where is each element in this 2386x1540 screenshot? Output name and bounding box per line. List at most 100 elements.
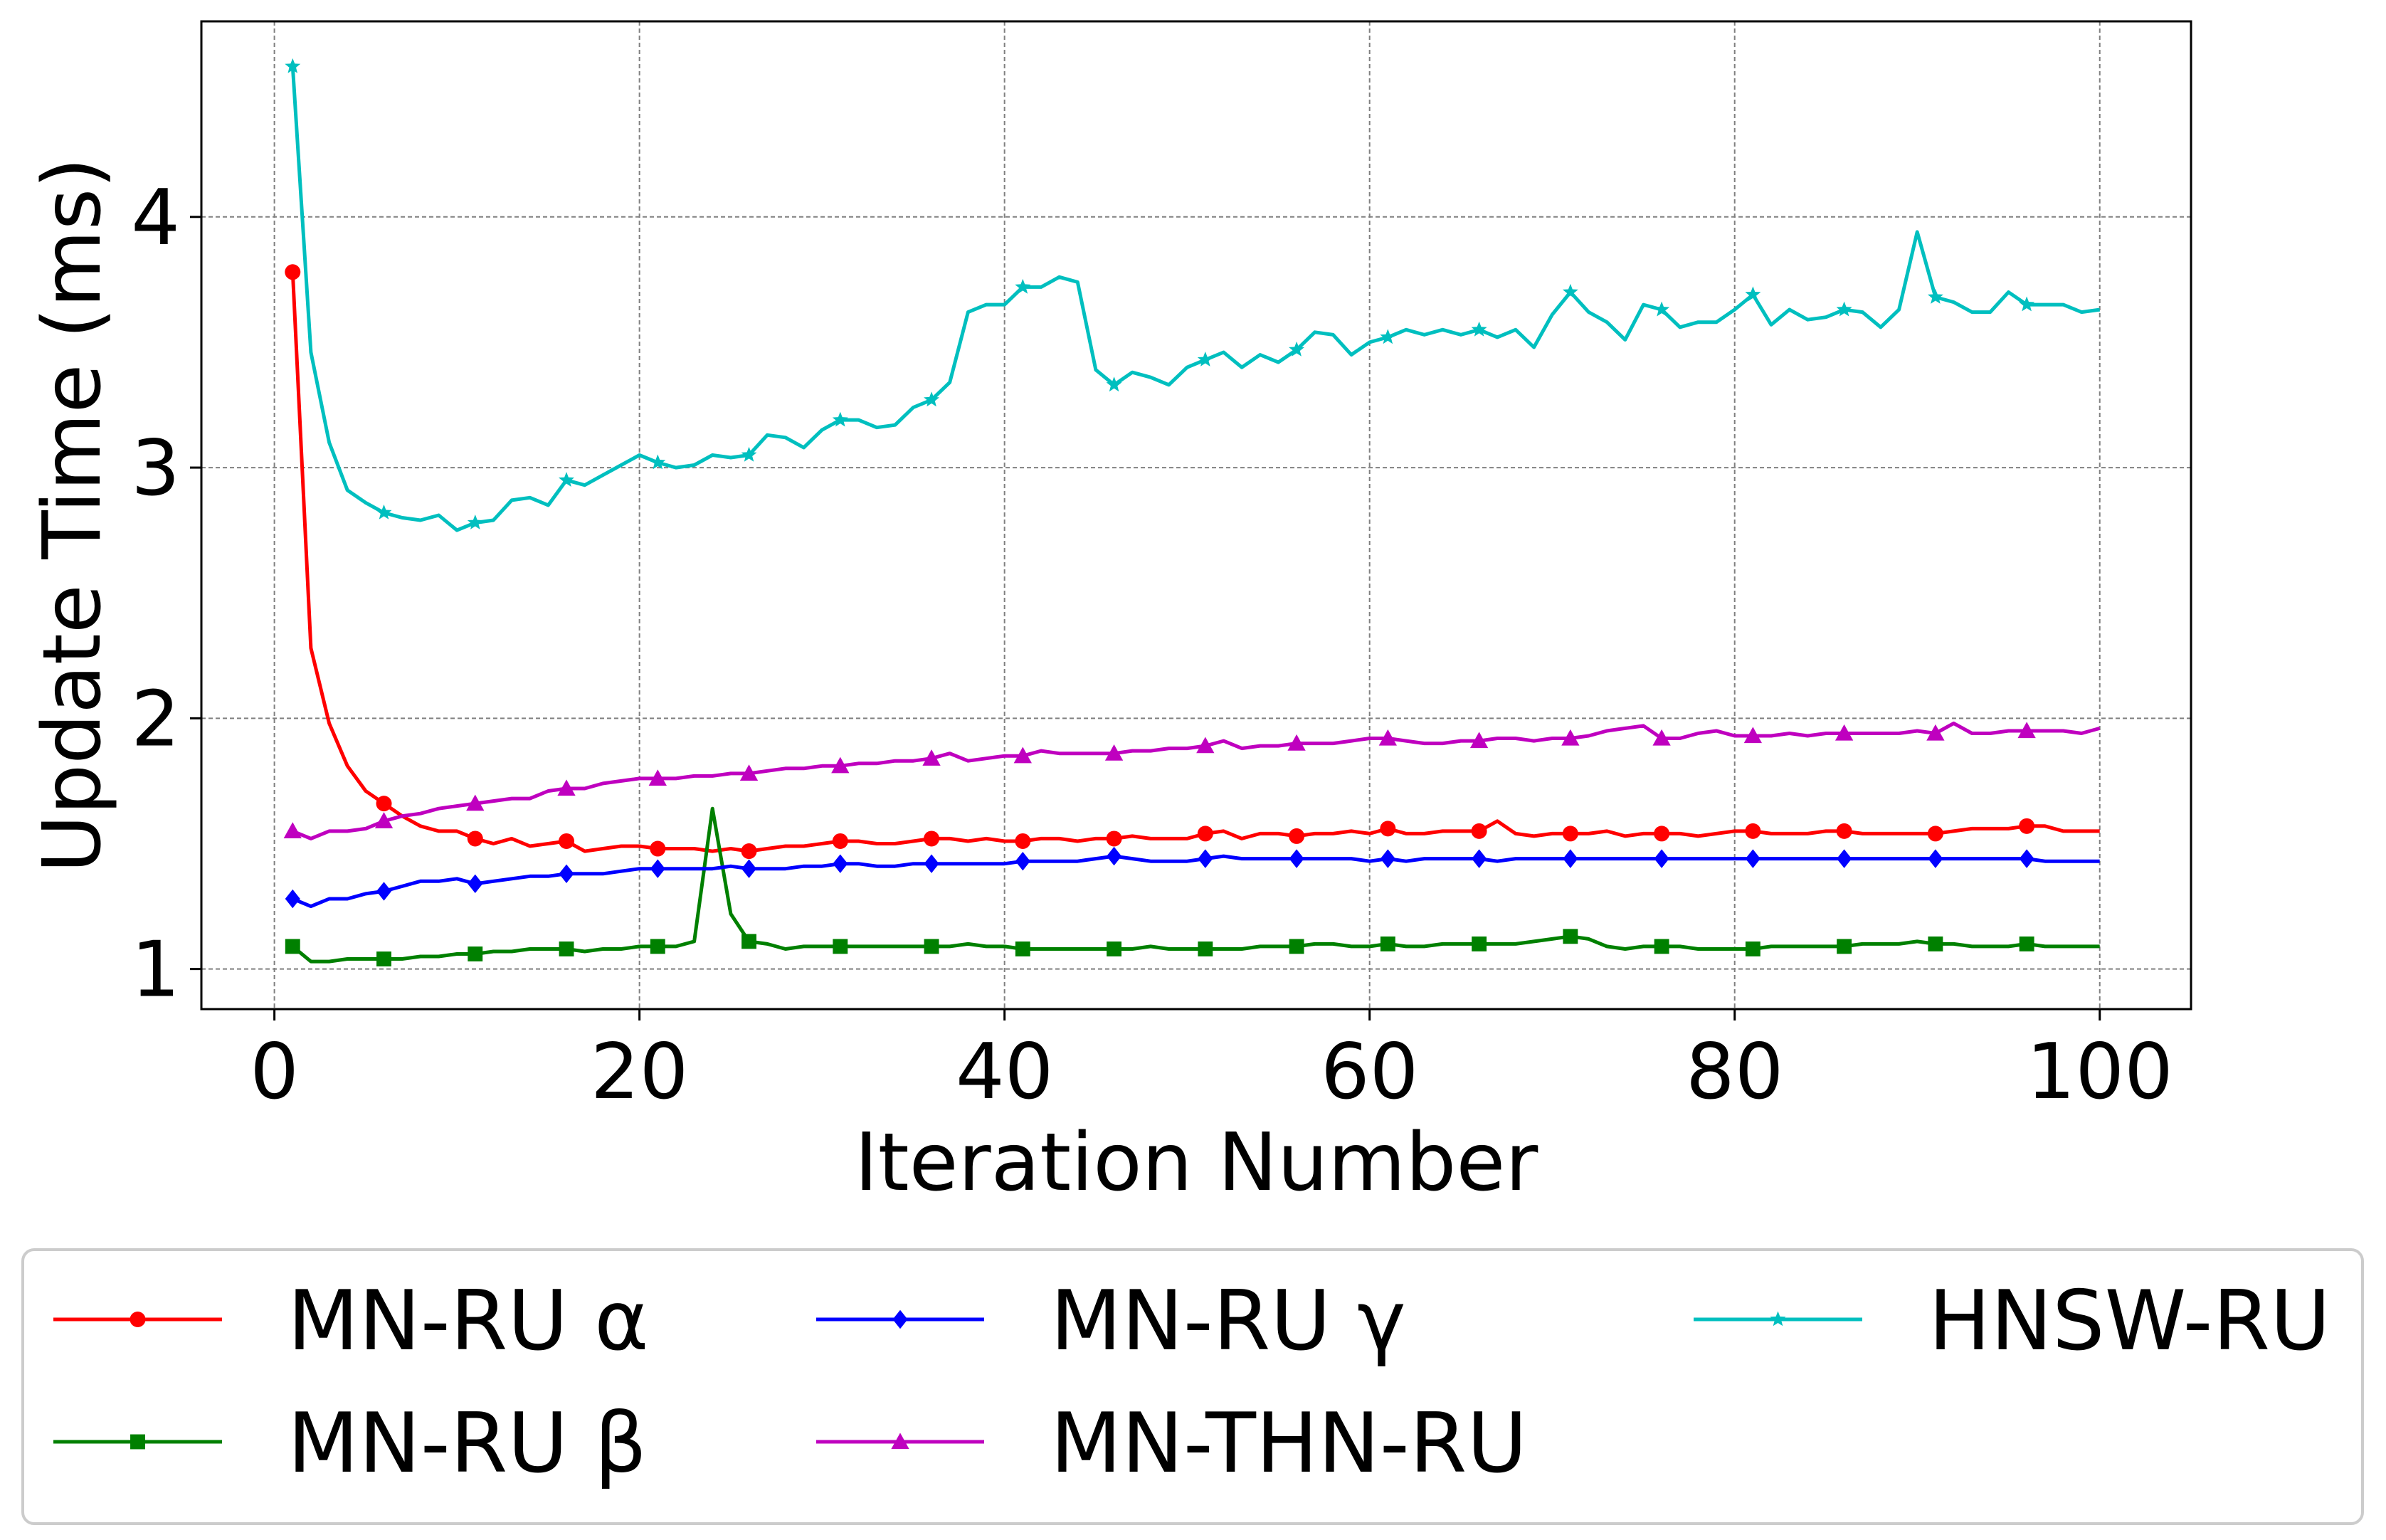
data-point: [832, 833, 848, 849]
series-line: [292, 854, 2100, 909]
data-point: [376, 796, 392, 812]
data-point: [1289, 939, 1304, 954]
legend-item: HNSW-RU: [1694, 1273, 2330, 1369]
x-axis-title: Iteration Number: [855, 1117, 1539, 1209]
data-point: [1928, 936, 1943, 951]
series-1: [285, 806, 2100, 966]
data-point: [648, 769, 667, 786]
data-point: [1835, 724, 1854, 741]
data-point: [1837, 849, 1852, 868]
data-point: [833, 854, 848, 873]
data-point: [467, 515, 483, 529]
data-point: [833, 939, 848, 954]
data-point: [1198, 942, 1213, 956]
data-point: [2019, 296, 2035, 312]
data-point: [1197, 826, 1213, 842]
data-point: [2019, 936, 2034, 951]
legend-label: MN-RU β: [287, 1396, 647, 1492]
series-0: [285, 264, 2100, 860]
y-tick-label: 2: [131, 675, 180, 764]
data-point: [1106, 830, 1122, 847]
data-point: [1654, 301, 1670, 317]
data-point: [1015, 851, 1030, 871]
data-point: [1289, 849, 1304, 868]
data-point: [1015, 942, 1030, 956]
data-point: [741, 934, 756, 949]
data-point: [1928, 849, 1943, 868]
x-tick-label: 80: [1686, 1028, 1783, 1117]
data-point: [1562, 283, 1578, 299]
data-point: [1654, 849, 1669, 868]
legend-item: MN-RU γ: [816, 1273, 1406, 1369]
legend: MN-RU α MN-RU β MN-RU γ MN-THN-RU HNSW-RU: [21, 1248, 2364, 1525]
data-point: [1927, 289, 1943, 304]
data-point: [1106, 376, 1122, 392]
data-point: [1836, 301, 1852, 317]
data-point: [1015, 278, 1031, 294]
data-point: [1107, 942, 1122, 956]
data-point: [1562, 826, 1578, 842]
plot-frame: [200, 20, 2192, 1011]
data-point: [285, 58, 301, 73]
data-point: [1289, 341, 1305, 357]
data-point: [1745, 823, 1761, 839]
data-point: [831, 756, 850, 774]
data-point: [1380, 821, 1396, 837]
x-tick-label: 0: [250, 1028, 299, 1117]
data-point: [376, 951, 391, 966]
data-point: [1287, 734, 1306, 751]
data-point: [922, 749, 941, 766]
data-point: [1654, 826, 1670, 842]
data-point: [650, 454, 666, 470]
data-point: [1561, 729, 1580, 746]
legend-swatch-marker: [130, 1434, 145, 1450]
series-3: [283, 721, 2101, 840]
legend-label: HNSW-RU: [1928, 1273, 2330, 1369]
data-point: [924, 854, 939, 873]
x-tick-label: 100: [2027, 1028, 2173, 1117]
data-point: [1104, 744, 1124, 761]
data-point: [1837, 939, 1852, 954]
data-point: [741, 843, 757, 860]
series-line: [292, 721, 2101, 840]
data-point: [1745, 942, 1761, 956]
data-point: [1563, 849, 1578, 868]
data-point: [832, 411, 848, 427]
data-point: [1745, 849, 1761, 868]
data-point: [741, 446, 757, 462]
data-point: [466, 794, 485, 811]
data-point: [1471, 321, 1487, 337]
data-point: [1289, 828, 1305, 844]
data-point: [285, 939, 300, 954]
series-line: [291, 806, 2100, 964]
data-point: [650, 840, 666, 857]
data-point: [1107, 846, 1122, 866]
data-point: [1198, 849, 1213, 868]
data-point: [1472, 849, 1487, 868]
data-point: [2017, 722, 2036, 739]
data-point: [650, 939, 665, 954]
legend-label: MN-RU γ: [1050, 1273, 1406, 1369]
data-point: [924, 830, 940, 847]
data-point: [374, 812, 394, 828]
data-point: [559, 864, 574, 883]
data-point: [2019, 849, 2034, 868]
data-point: [285, 264, 301, 280]
data-point: [1927, 826, 1943, 842]
data-point: [1836, 823, 1852, 839]
data-point: [1563, 929, 1578, 944]
data-point: [1743, 727, 1763, 744]
data-point: [1015, 833, 1031, 849]
legend-label: MN-THN-RU: [1050, 1396, 1527, 1492]
data-point: [924, 939, 939, 954]
legend-swatch-marker: [891, 1433, 909, 1450]
legend-item: MN-RU α: [53, 1273, 649, 1369]
data-point: [559, 472, 574, 487]
data-point: [1196, 737, 1215, 754]
y-tick-label: 1: [131, 926, 180, 1015]
legend-swatch-marker: [130, 1312, 146, 1327]
data-point: [1472, 936, 1487, 951]
data-point: [1469, 732, 1489, 749]
data-point: [1013, 747, 1032, 764]
